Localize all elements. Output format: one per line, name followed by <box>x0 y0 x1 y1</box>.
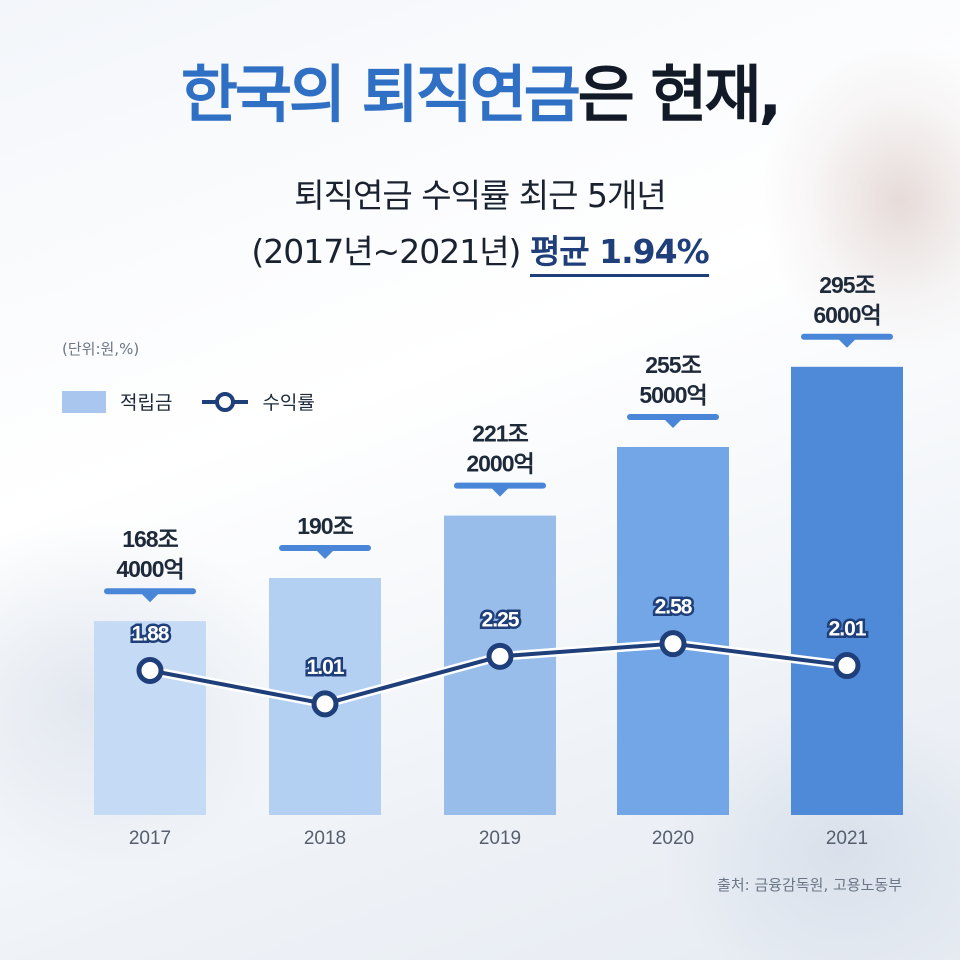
source-note: 출처: 금융감독원, 고용노동부 <box>717 876 902 894</box>
bar-value-label-2020: 5000억 <box>639 382 706 408</box>
callout-pointer-2021 <box>838 338 856 348</box>
legend: 적립금 수익률 <box>62 388 315 415</box>
bar-2021 <box>791 366 903 815</box>
line-point-2021 <box>833 652 861 680</box>
callout-pointer-2018 <box>316 550 334 559</box>
subtitle: 퇴직연금 수익률 최근 5개년 (2017년~2021년) 평균 1.94% <box>0 168 960 280</box>
bar-value-label-2019: 221조 <box>472 421 528 447</box>
line-value-label-2020: 2.58 <box>655 596 693 619</box>
bar-value-label-2021: 295조 <box>819 272 875 298</box>
bar-value-label-2017: 168조 <box>122 526 178 552</box>
x-tick-label-2018: 2018 <box>304 828 346 849</box>
x-tick-label-2020: 2020 <box>652 828 694 849</box>
title-highlight: 한국의 퇴직연금 <box>180 58 581 131</box>
callout-bar-2020 <box>627 414 719 420</box>
legend-bar-label: 적립금 <box>120 392 173 414</box>
unit-label: (단위:원,%) <box>62 340 140 358</box>
bar-2017 <box>94 621 206 815</box>
subtitle-average: 평균 1.94% <box>529 230 710 277</box>
callout-bar-2019 <box>454 482 546 489</box>
callout-pointer-2020 <box>664 419 682 428</box>
callout-bar-2017 <box>104 588 196 595</box>
x-tick-label-2019: 2019 <box>479 828 521 849</box>
x-tick-label-2017: 2017 <box>129 828 171 849</box>
bar-value-label-2020: 255조 <box>645 352 701 378</box>
bar-value-label-2017: 4000억 <box>116 556 183 582</box>
line-point-2018 <box>311 690 339 718</box>
legend-line-marker-icon <box>202 391 249 412</box>
title-rest: 은 현재, <box>577 58 782 131</box>
callout-bar-2021 <box>801 333 893 340</box>
subtitle-line1: 퇴직연금 수익률 최근 5개년 <box>294 176 666 215</box>
line-value-label-2018: 1.01 <box>307 656 345 679</box>
callout-pointer-2019 <box>491 487 509 497</box>
bar-value-label-2019: 2000억 <box>466 451 533 477</box>
line-point-2019 <box>486 642 514 670</box>
x-tick-label-2021: 2021 <box>826 828 868 849</box>
subtitle-line2: (2017년~2021년) 평균 1.94% <box>0 224 960 280</box>
bar-value-label-2021: 6000억 <box>813 302 880 328</box>
line-value-label-2017: 1.88 <box>132 622 170 645</box>
legend-bar-swatch <box>62 390 106 413</box>
bar-value-label-2018: 190조 <box>297 513 353 539</box>
subtitle-period: (2017년~2021년) <box>251 232 521 271</box>
callout-pointer-2017 <box>141 593 159 603</box>
line-point-2017 <box>136 656 164 684</box>
line-point-2020 <box>659 630 687 658</box>
line-value-label-2021: 2.01 <box>829 618 867 641</box>
legend-line-label: 수익률 <box>262 392 315 414</box>
callout-bar-2018 <box>279 545 371 551</box>
page-title: 한국의 퇴직연금은 현재, <box>0 55 960 135</box>
line-value-label-2019: 2.25 <box>482 608 520 631</box>
